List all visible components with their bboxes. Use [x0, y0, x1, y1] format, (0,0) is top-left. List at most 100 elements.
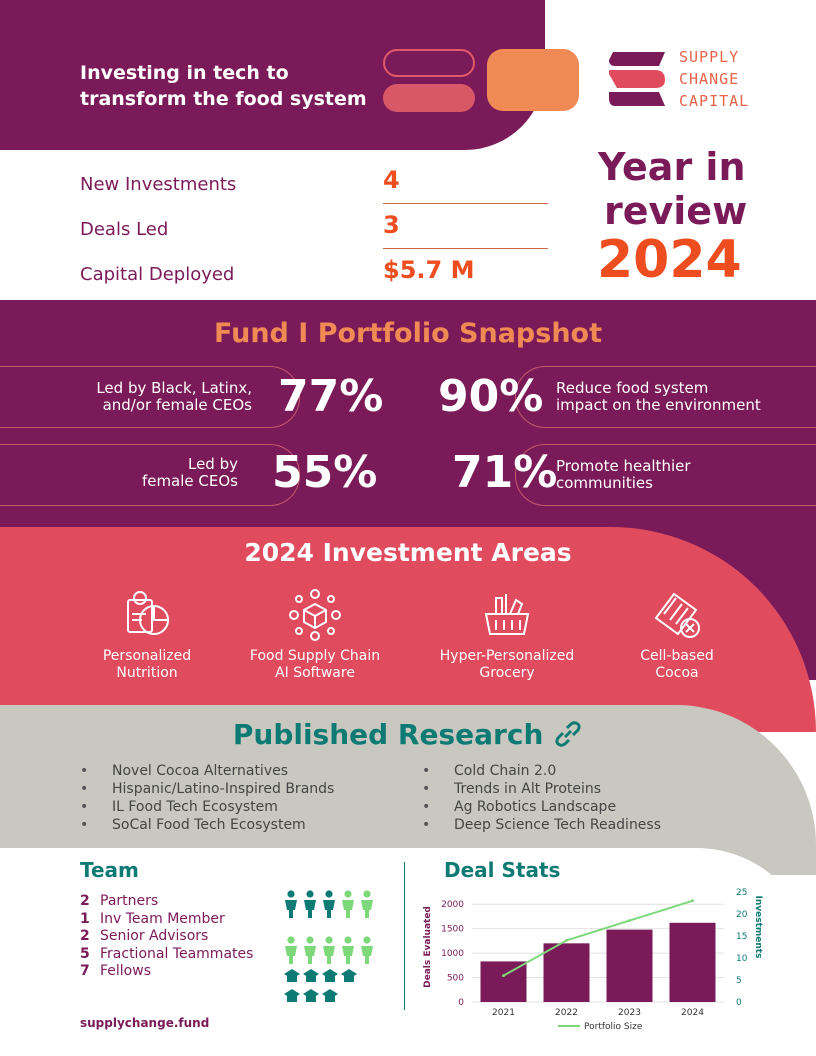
- research-item[interactable]: Cold Chain 2.0: [422, 762, 661, 780]
- person-body-icon: [342, 900, 354, 918]
- line-point: [502, 974, 505, 978]
- snapshot-item-1-pct: 77%: [278, 371, 384, 422]
- cocoa-icon: [654, 592, 700, 638]
- research-item[interactable]: Hispanic/Latino-Inspired Brands: [80, 780, 334, 798]
- area-personalized-nutrition: Personalized Nutrition: [72, 588, 222, 682]
- research-item[interactable]: Trends in Alt Proteins: [422, 780, 661, 798]
- stat-divider: [383, 203, 548, 204]
- snapshot-item-3-pct: 55%: [272, 447, 378, 498]
- y-tick-label: 0: [458, 998, 464, 1008]
- person-body-icon: [323, 900, 335, 918]
- person-head-icon: [363, 890, 371, 898]
- graduate-body-icon: [325, 996, 335, 1002]
- stat-deals-led: Deals Led 3: [80, 205, 548, 249]
- team-row: 1 Inv Team Member: [80, 911, 225, 927]
- research-item[interactable]: SoCal Food Tech Ecosystem: [80, 816, 334, 834]
- person-body-icon: [285, 900, 297, 918]
- snapshot-item-1-text: Led by Black, Latinx, and/or female CEOs: [60, 380, 252, 414]
- decor-pill-coral: [383, 84, 475, 112]
- person-head-icon: [287, 890, 295, 898]
- team-row: 2 Senior Advisors: [80, 928, 208, 944]
- person-head-icon: [344, 890, 352, 898]
- year-in-text: Year in: [598, 145, 746, 189]
- logo-word-2: CHANGE: [679, 70, 740, 88]
- area-label: Personalized Nutrition: [72, 648, 222, 682]
- area-label-line: Hyper-Personalized: [439, 648, 575, 664]
- y-tick-label: 2000: [441, 900, 464, 910]
- logo-mark-icon: [609, 52, 665, 106]
- y2-axis-label: Investments: [753, 896, 763, 959]
- decor-pill-orange: [487, 49, 579, 111]
- line-point: [565, 938, 568, 942]
- snapshot-title: Fund I Portfolio Snapshot: [214, 318, 602, 349]
- team-count: 2: [80, 928, 90, 944]
- stat-value: $5.7 M: [383, 256, 475, 284]
- research-item[interactable]: Novel Cocoa Alternatives: [80, 762, 334, 780]
- line-point: [691, 899, 694, 903]
- snapshot-text-line: Promote healthier: [556, 457, 691, 475]
- area-label-line: Food Supply Chain: [249, 648, 381, 664]
- line-point: [628, 919, 631, 923]
- research-item[interactable]: Deep Science Tech Readiness: [422, 816, 661, 834]
- person-body-icon: [361, 946, 373, 964]
- team-count: 2: [80, 893, 90, 909]
- team-count: 1: [80, 911, 90, 927]
- deal-stats-title: Deal Stats: [444, 858, 561, 882]
- logo-wordmark: SUPPLY CHANGE CAPITAL: [679, 46, 749, 112]
- team-count: 7: [80, 963, 90, 979]
- tagline-line2: transform the food system: [80, 88, 367, 110]
- y2-tick-label: 5: [736, 976, 742, 986]
- grocery-basket-icon: [484, 594, 530, 635]
- snapshot-text-line: and/or female CEOs: [102, 396, 252, 414]
- person-head-icon: [363, 936, 371, 944]
- area-label-line: AI Software: [275, 665, 355, 681]
- team-title: Team: [80, 858, 139, 882]
- website-link[interactable]: supplychange.fund: [80, 1016, 210, 1030]
- y2-tick-label: 10: [736, 954, 748, 964]
- logo-word-3: CAPITAL: [679, 92, 750, 110]
- person-head-icon: [325, 890, 333, 898]
- person-body-icon: [285, 946, 297, 964]
- research-item[interactable]: IL Food Tech Ecosystem: [80, 798, 334, 816]
- y2-tick-label: 20: [736, 910, 748, 920]
- snapshot-card-right-2: [515, 444, 816, 506]
- x-tick-label: 2021: [492, 1008, 515, 1018]
- research-title[interactable]: Published Research: [0, 718, 816, 751]
- team-role: Partners: [100, 893, 159, 909]
- graduate-body-icon: [306, 996, 316, 1002]
- graduate-body-icon: [325, 976, 335, 982]
- portfolio-line: [503, 899, 693, 977]
- team-row: 7 Fellows: [80, 963, 151, 979]
- link-icon[interactable]: [553, 721, 583, 747]
- snapshot-text-line: Led by Black, Latinx,: [96, 379, 252, 397]
- research-title-text: Published Research: [232, 718, 544, 751]
- research-list-right: Cold Chain 2.0 Trends in Alt Proteins Ag…: [422, 762, 661, 834]
- y-tick-label: 500: [447, 974, 464, 984]
- legend-label: Portfolio Size: [584, 1022, 643, 1032]
- snapshot-text-line: Reduce food system: [556, 379, 709, 397]
- person-head-icon: [325, 936, 333, 944]
- stat-label: Deals Led: [80, 219, 169, 240]
- section-divider: [404, 862, 405, 1010]
- tagline: Investing in tech to transform the food …: [80, 60, 380, 112]
- x-tick-label: 2024: [681, 1008, 704, 1018]
- research-item[interactable]: Ag Robotics Landscape: [422, 798, 661, 816]
- person-head-icon: [306, 890, 314, 898]
- nutrition-icon: [127, 591, 169, 635]
- y-tick-label: 1500: [441, 925, 464, 935]
- team-role: Senior Advisors: [100, 928, 209, 944]
- team-people-icon: [284, 890, 373, 1002]
- snapshot-card-left-1: [0, 366, 300, 428]
- area-label-line: Cell-based: [640, 648, 714, 664]
- person-body-icon: [342, 946, 354, 964]
- team-count: 5: [80, 946, 90, 962]
- area-label-line: Cocoa: [655, 665, 699, 681]
- graduate-body-icon: [287, 976, 297, 982]
- snapshot-card-right-1: [515, 366, 816, 428]
- team-row: 2 Partners: [80, 893, 158, 909]
- person-head-icon: [306, 936, 314, 944]
- person-head-icon: [287, 936, 295, 944]
- stat-value: 3: [383, 211, 400, 239]
- team-row: 5 Fractional Teammates: [80, 946, 253, 962]
- bar: [480, 961, 527, 1002]
